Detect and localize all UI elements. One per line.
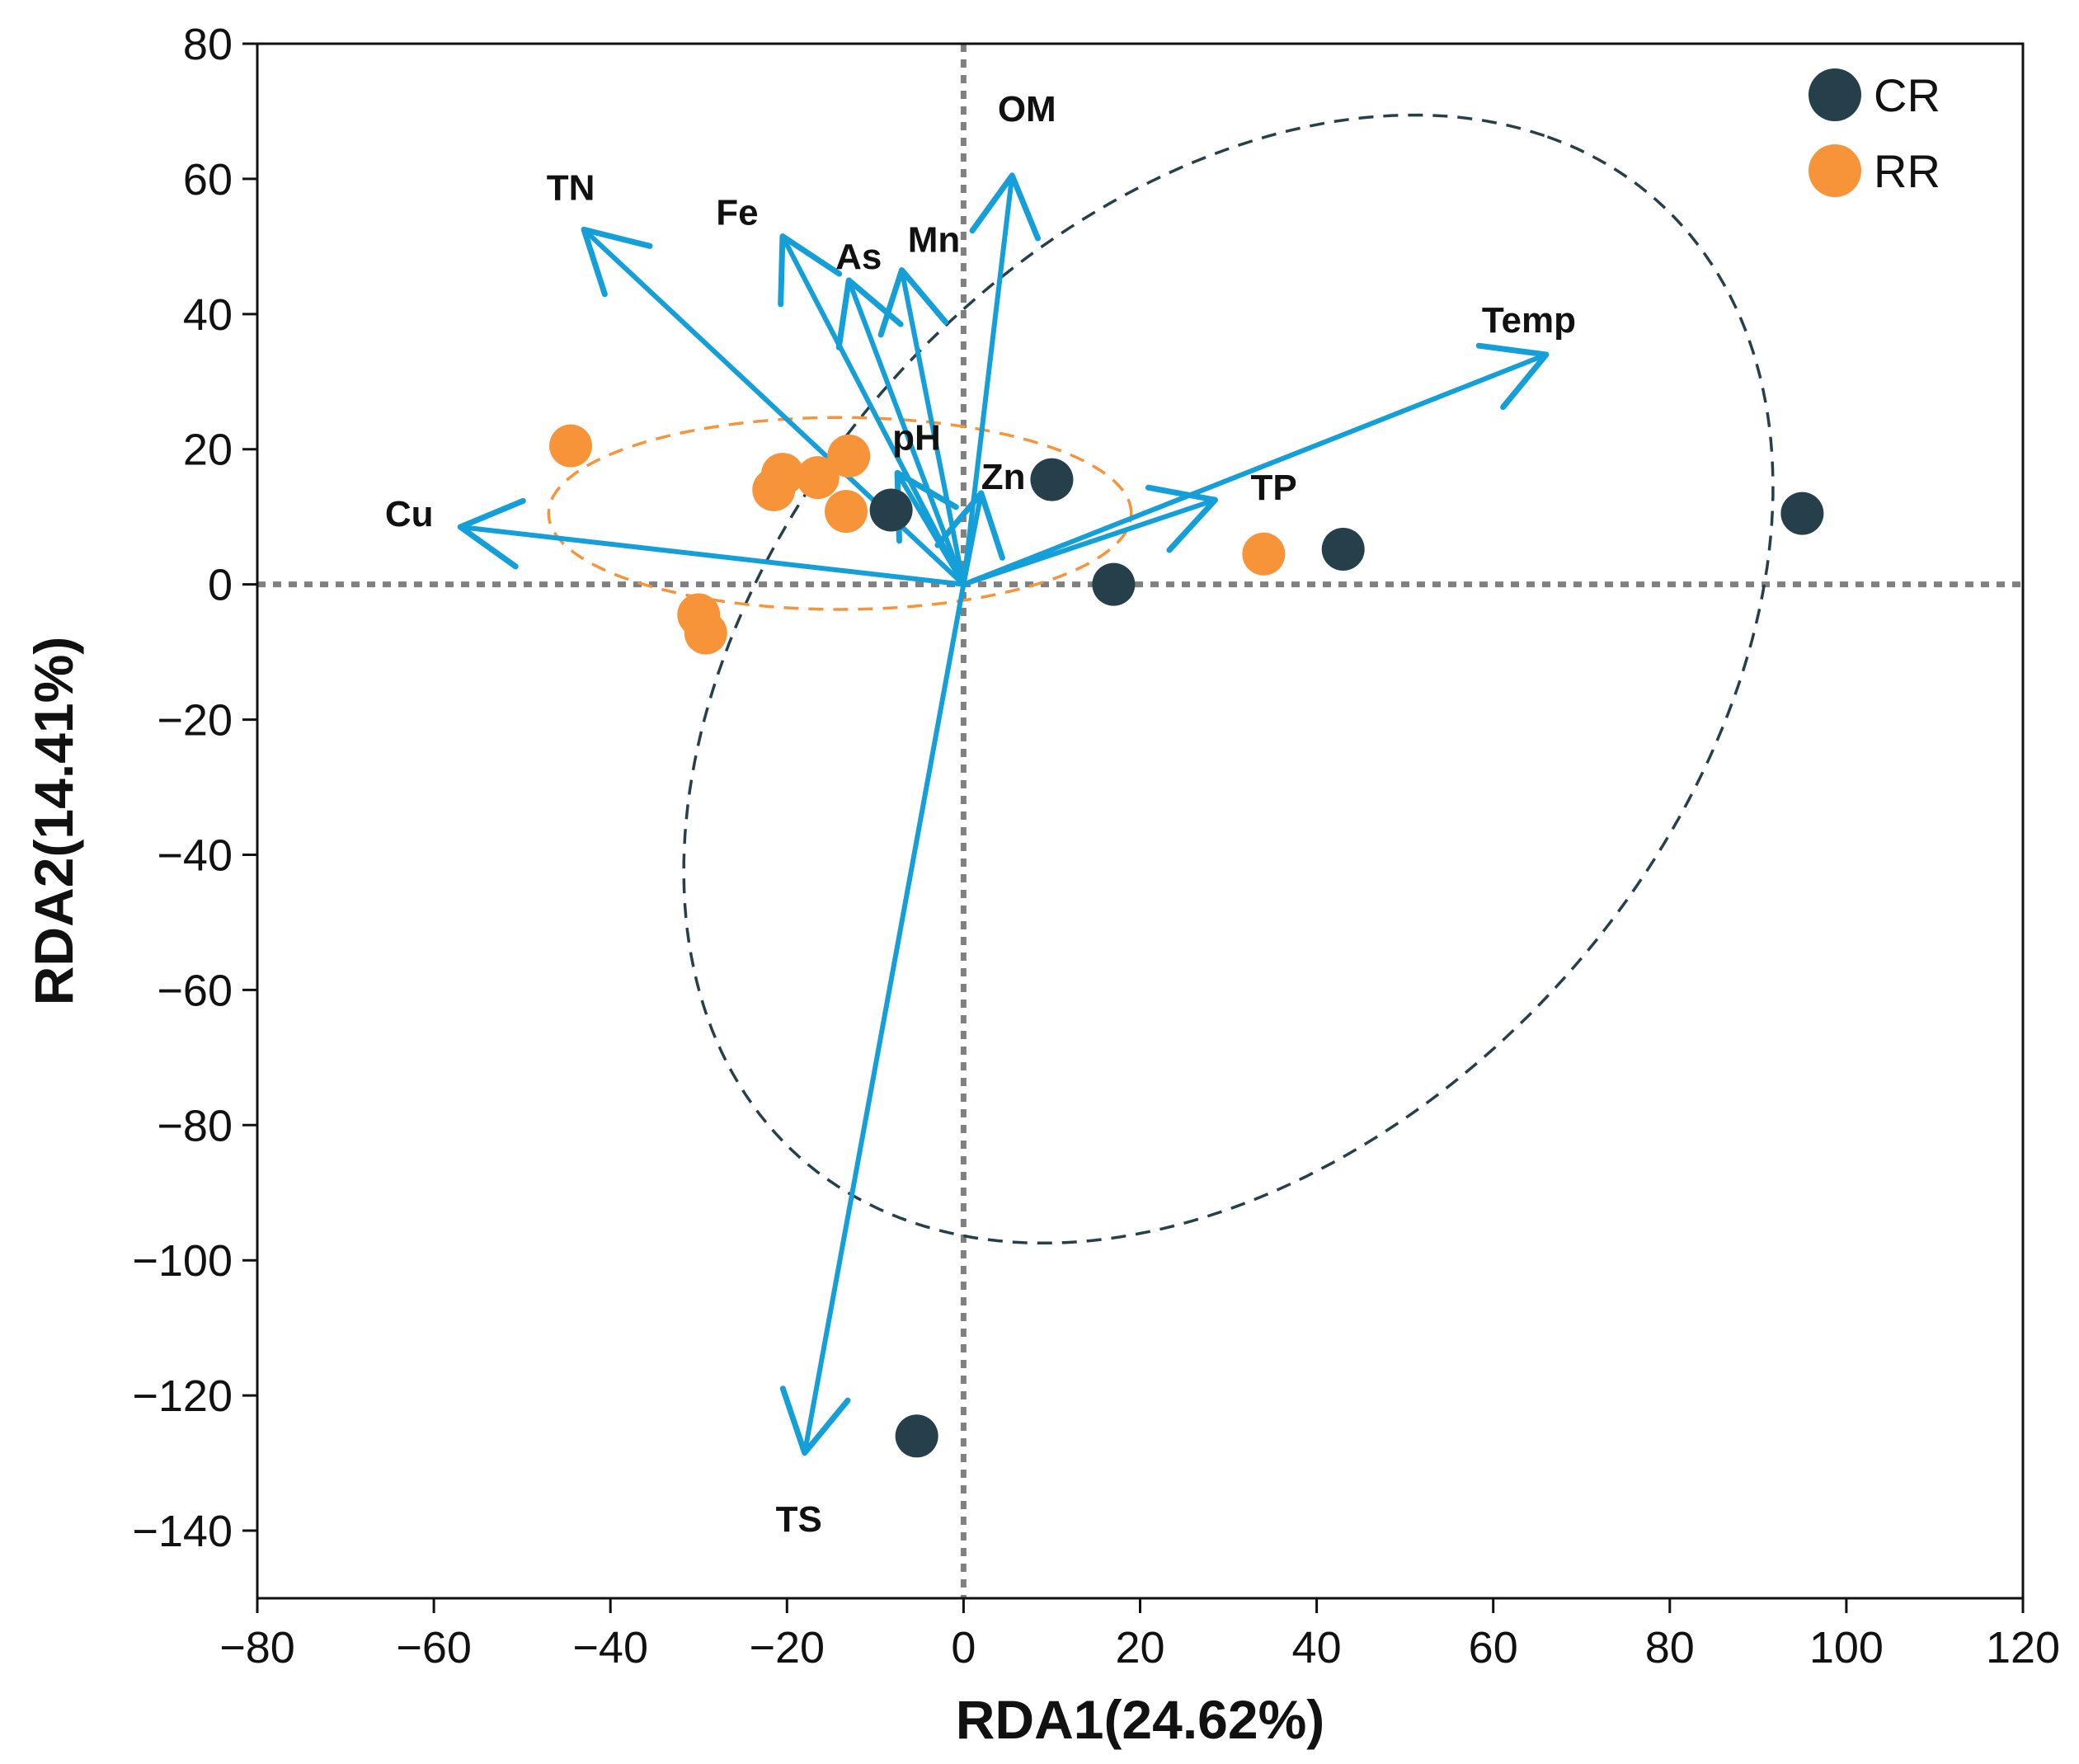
- vector-label-om: OM: [998, 89, 1056, 129]
- legend-label-rr: RR: [1874, 145, 1940, 197]
- y-axis-ticks: 80 60 40 20 0 −20 −40 −60 −80 −100 −120 −140: [132, 20, 257, 1556]
- vector-shaft-cu: [458, 524, 967, 587]
- vector-label-temp: Temp: [1482, 300, 1576, 341]
- x-axis-ticks: −80 −60 −40 −20 0 20 40 60 80 100 120: [219, 1598, 2060, 1672]
- vector-label-tn: TN: [547, 167, 595, 208]
- point-cr-3: [1321, 528, 1365, 572]
- point-cr-6: [895, 1414, 938, 1458]
- vector-arrowhead-ts: [779, 1385, 851, 1456]
- point-cr-4: [1780, 492, 1824, 535]
- vector-ts: [779, 581, 967, 1456]
- vector-arrowhead-tn: [581, 226, 653, 298]
- point-rr-8: [684, 611, 727, 655]
- vector-shaft-om: [961, 172, 1015, 587]
- vector-label-cu: Cu: [385, 494, 434, 534]
- y-tick-label: −80: [157, 1101, 233, 1150]
- x-tick-label: 80: [1645, 1623, 1695, 1672]
- reference-lines: [257, 44, 2023, 1598]
- vector-zn: [934, 490, 1005, 587]
- vector-arrowhead-as: [835, 277, 904, 350]
- x-tick-label: 120: [1986, 1623, 2060, 1672]
- y-axis-title: RDA2(14.41%): [23, 637, 84, 1006]
- y-tick-label: 40: [183, 290, 233, 340]
- point-cr-1: [1030, 458, 1074, 501]
- vector-shaft-zn: [961, 491, 984, 587]
- vector-shaft-fe: [779, 233, 967, 587]
- point-rr-9: [1242, 532, 1286, 576]
- point-rr-1: [549, 424, 593, 468]
- legend: CR RR: [1809, 68, 1940, 197]
- vector-label-as: As: [835, 237, 882, 277]
- x-tick-label: 100: [1809, 1623, 1884, 1672]
- legend-marker-rr: [1809, 144, 1861, 197]
- x-tick-label: −20: [749, 1623, 825, 1672]
- vector-om: [961, 172, 1042, 587]
- vector-arrowhead-om: [969, 172, 1042, 242]
- vector-labels: Cu TN Fe As Mn OM pH Zn TP Temp TS: [385, 89, 1576, 1540]
- vector-label-tp: TP: [1250, 468, 1296, 508]
- x-tick-label: 0: [951, 1623, 976, 1672]
- x-tick-label: −40: [572, 1623, 648, 1672]
- point-cr-5: [869, 488, 913, 532]
- y-tick-label: −20: [157, 696, 233, 746]
- legend-marker-cr: [1809, 68, 1861, 121]
- y-tick-label: 20: [183, 426, 233, 475]
- vector-label-mn: Mn: [908, 220, 961, 261]
- point-rr-5: [827, 434, 871, 477]
- y-tick-label: 80: [183, 20, 233, 69]
- legend-label-cr: CR: [1874, 69, 1940, 121]
- vector-arrowhead-tp: [1145, 484, 1218, 553]
- point-cr-2: [1092, 562, 1136, 606]
- point-rr-6: [825, 490, 868, 534]
- y-tick-label: −140: [132, 1507, 233, 1556]
- x-tick-label: −60: [396, 1623, 472, 1672]
- vector-arrowhead-fe: [778, 233, 843, 308]
- x-tick-label: −80: [219, 1623, 295, 1672]
- vector-shaft-temp: [961, 352, 1549, 587]
- y-tick-label: −40: [157, 830, 233, 880]
- vector-label-ts: TS: [776, 1499, 822, 1540]
- vector-arrowhead-zn: [934, 490, 1005, 561]
- vector-shaft-mn: [899, 267, 967, 587]
- y-tick-label: −120: [132, 1371, 233, 1421]
- vector-mn: [877, 267, 967, 587]
- ellipse-rr: [547, 416, 1133, 611]
- vector-arrowhead-cu: [457, 497, 526, 570]
- x-tick-label: 40: [1292, 1623, 1342, 1672]
- vector-arrowhead-mn: [877, 267, 949, 338]
- environment-vectors: [457, 172, 1550, 1456]
- vector-temp: [961, 342, 1550, 587]
- vector-shaft-ts: [802, 581, 967, 1456]
- vector-shaft-ph: [895, 470, 967, 587]
- vector-label-fe: Fe: [716, 193, 758, 233]
- x-axis-title: RDA1(24.62%): [956, 1689, 1325, 1750]
- vector-cu: [457, 497, 967, 587]
- sample-points: [549, 424, 1824, 1458]
- x-tick-label: 20: [1115, 1623, 1164, 1672]
- vector-fe: [778, 233, 967, 587]
- vector-arrowhead-temp: [1475, 342, 1550, 411]
- point-rr-3: [796, 456, 840, 500]
- x-tick-label: 60: [1469, 1623, 1518, 1672]
- y-tick-label: 60: [183, 155, 233, 205]
- y-tick-label: −60: [157, 966, 233, 1015]
- vector-label-ph: pH: [892, 417, 941, 458]
- y-tick-label: 0: [208, 561, 233, 610]
- point-rr-4: [752, 468, 796, 511]
- y-tick-label: −100: [132, 1236, 233, 1286]
- vector-label-zn: Zn: [981, 457, 1026, 497]
